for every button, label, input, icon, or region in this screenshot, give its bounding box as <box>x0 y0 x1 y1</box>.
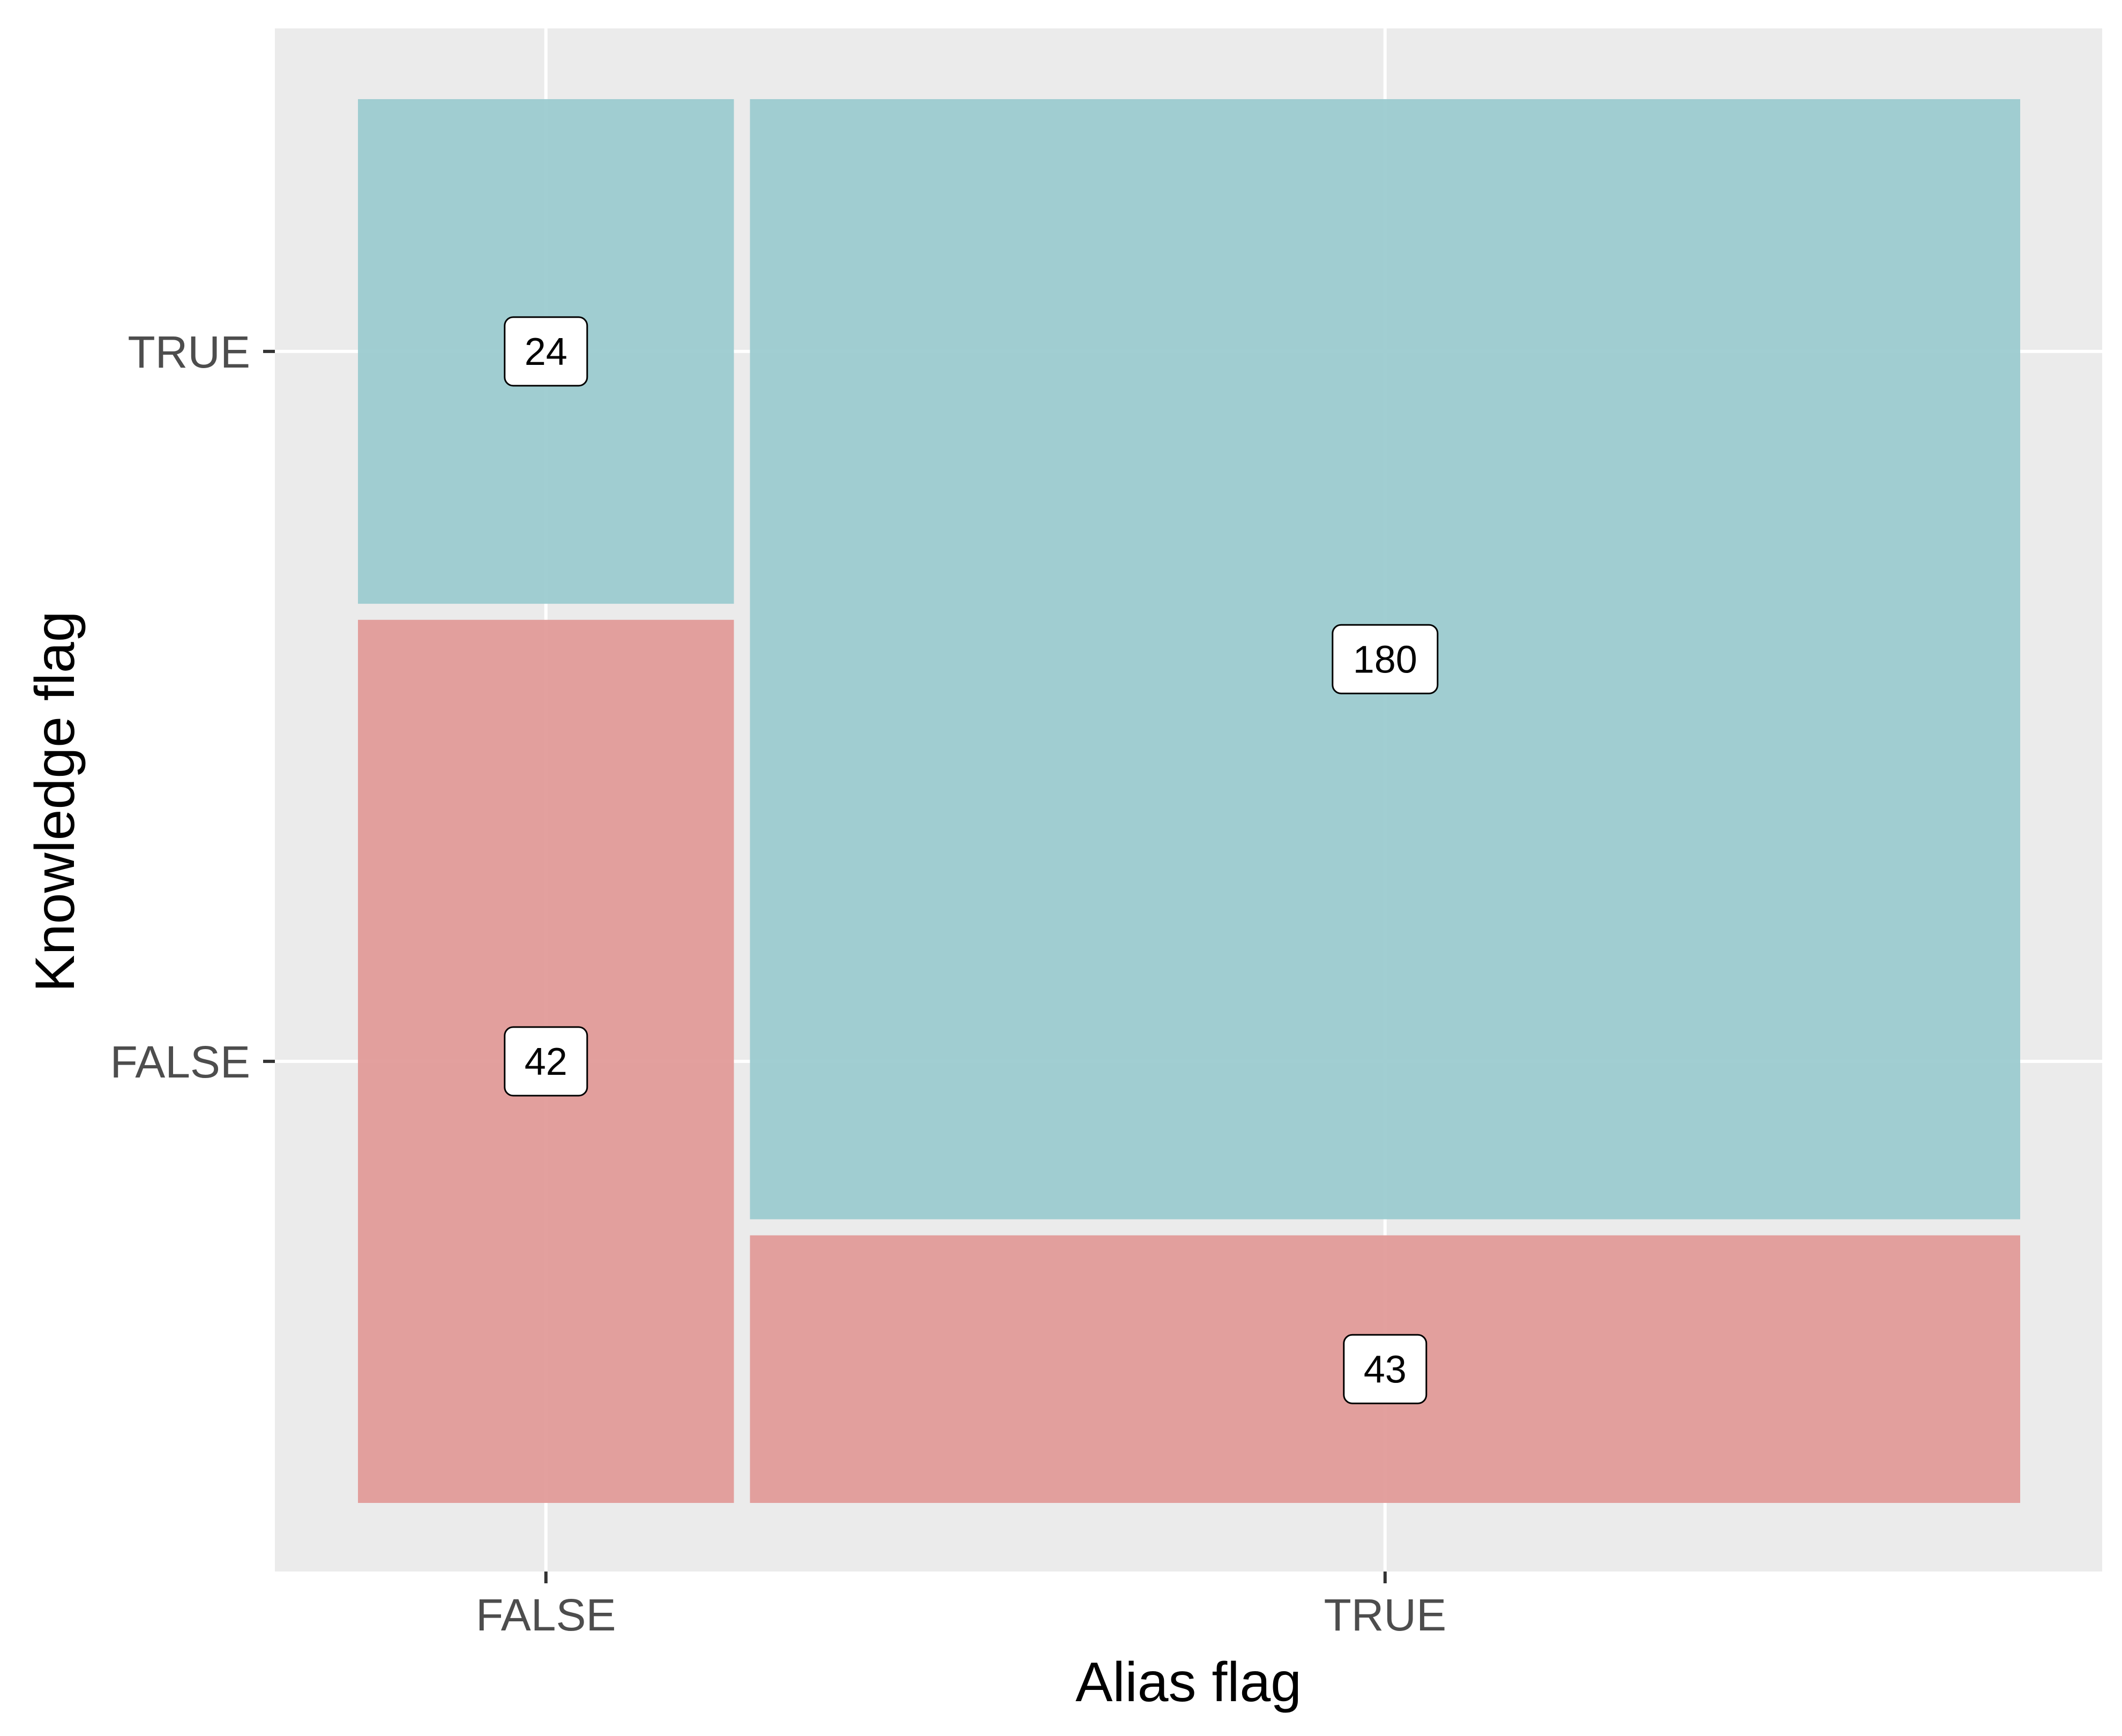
data-label-box <box>504 1026 588 1097</box>
x-tick-label-true: TRUE <box>1324 1590 1446 1640</box>
x-tick-label-false: FALSE <box>476 1590 616 1640</box>
data-label-true-false: 43 <box>1343 1334 1428 1404</box>
data-label-value: 180 <box>1353 638 1417 681</box>
data-label-box <box>504 316 588 387</box>
data-label-true-true: 180 <box>1332 624 1439 694</box>
data-label-value: 24 <box>525 331 567 373</box>
data-label-box <box>1343 1334 1428 1404</box>
mosaic-cells <box>358 99 2020 1503</box>
y-axis-title: Knowledge flag <box>24 611 86 992</box>
axes: FALSE TRUE FALSE TRUE <box>110 327 1447 1640</box>
y-tick-label-false: FALSE <box>110 1037 250 1087</box>
data-label-value: 43 <box>1364 1348 1407 1391</box>
data-label-box <box>1332 624 1439 694</box>
data-label-false-false: 42 <box>504 1026 588 1097</box>
x-axis-title: Alias flag <box>1075 1651 1302 1713</box>
data-label-value: 42 <box>525 1041 567 1083</box>
data-labels: 42 24 43 180 <box>504 316 1439 1404</box>
data-label-false-true: 24 <box>504 316 588 387</box>
y-tick-label-true: TRUE <box>128 327 250 377</box>
